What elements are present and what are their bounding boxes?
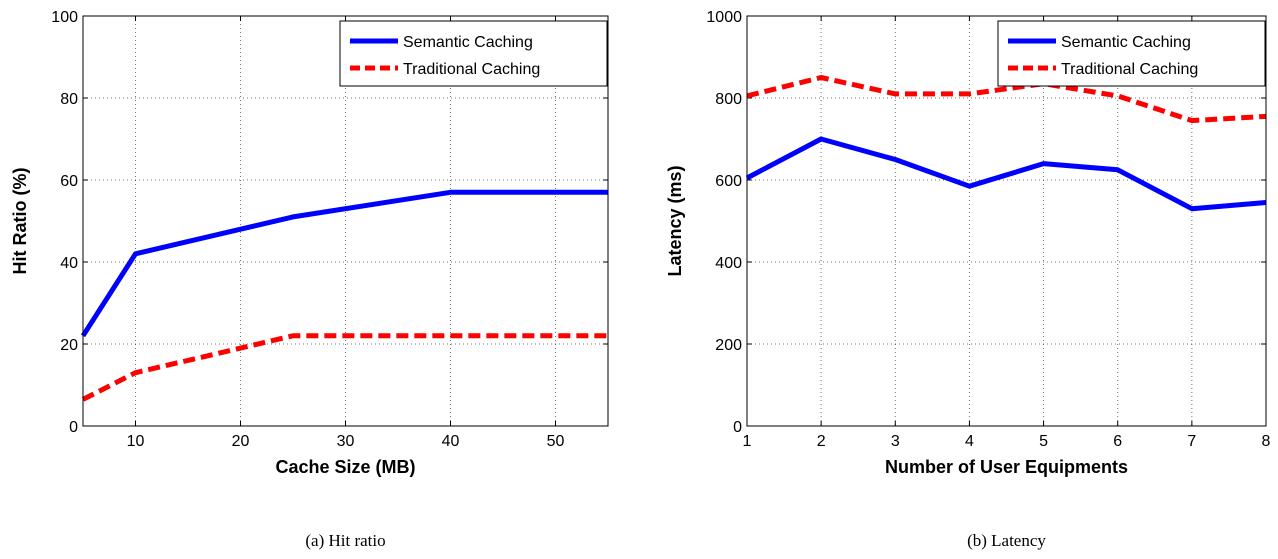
- x-tick-label: 40: [442, 433, 460, 450]
- y-axis-label: Hit Ratio (%): [10, 168, 30, 275]
- y-tick-label: 800: [715, 91, 742, 108]
- x-tick-label: 20: [232, 433, 250, 450]
- y-tick-label: 60: [60, 173, 78, 190]
- y-tick-label: 80: [60, 91, 78, 108]
- legend: Semantic Caching Traditional Caching: [997, 20, 1266, 87]
- plot-frame: [746, 15, 1267, 427]
- plot-frame: [82, 15, 609, 427]
- x-axis-label: Cache Size (MB): [275, 457, 415, 477]
- series-line-2: [746, 75, 1267, 124]
- y-tick-label: 0: [69, 419, 78, 436]
- x-tick-label: 50: [547, 433, 565, 450]
- subfigure-caption: (b) Latency: [967, 531, 1046, 550]
- y-tick-label: 20: [60, 337, 78, 354]
- x-tick-label: 6: [1113, 433, 1122, 450]
- legend-box: [997, 20, 1266, 87]
- legend: Semantic Caching Traditional Caching: [339, 20, 608, 87]
- y-axis-label: Latency (ms): [665, 165, 685, 276]
- y-tick-label: 1000: [706, 9, 742, 26]
- y-tick-label: 400: [715, 255, 742, 272]
- x-axis-label: Number of User Equipments: [885, 457, 1128, 477]
- y-tick-label: 100: [51, 9, 78, 26]
- legend-box: [339, 20, 608, 87]
- x-tick-label: 8: [1262, 433, 1271, 450]
- legend-label-2: Traditional Caching: [403, 61, 540, 78]
- x-tick-label: 5: [1039, 433, 1048, 450]
- subfigure-caption: (a) Hit ratio: [305, 531, 385, 550]
- legend-label-1: Semantic Caching: [403, 34, 533, 51]
- chart-1: 10 20 30 40 50 0 20 40 60 80 100 Cache Size (MB) Hit…: [10, 9, 609, 550]
- x-tick-label: 7: [1187, 433, 1196, 450]
- x-tick-label: 4: [965, 433, 974, 450]
- y-tick-label: 0: [733, 419, 742, 436]
- y-tick-label: 600: [715, 173, 742, 190]
- x-tick-label: 10: [127, 433, 145, 450]
- x-tick-label: 2: [817, 433, 826, 450]
- y-tick-label: 200: [715, 337, 742, 354]
- y-tick-label: 40: [60, 255, 78, 272]
- x-tick-label: 1: [743, 433, 752, 450]
- chart-2: 1 2 3 4 5 6 7 8 0 200 400 600 800 1000 Number of User …: [665, 9, 1271, 550]
- legend-label-1: Semantic Caching: [1061, 34, 1191, 51]
- x-tick-label: 3: [891, 433, 900, 450]
- series-line-1: [80, 189, 608, 338]
- x-tick-label: 30: [337, 433, 355, 450]
- legend-label-2: Traditional Caching: [1061, 61, 1198, 78]
- series-line-2: [81, 333, 608, 402]
- series-line-1: [745, 136, 1267, 212]
